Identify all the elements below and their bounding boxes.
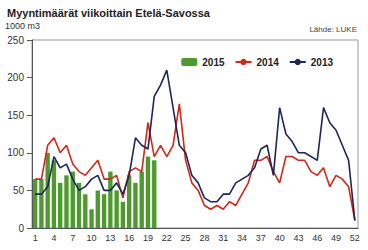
svg-text:1000 m3: 1000 m3 [5,21,40,31]
svg-text:19: 19 [143,233,153,243]
svg-text:0: 0 [18,223,24,234]
svg-text:Lähde: LUKE: Lähde: LUKE [309,25,357,34]
svg-text:43: 43 [293,233,303,243]
svg-text:2014: 2014 [257,57,280,68]
svg-text:50: 50 [13,185,25,196]
svg-text:16: 16 [124,233,134,243]
svg-text:2013: 2013 [311,57,334,68]
svg-text:37: 37 [256,233,266,243]
svg-text:10: 10 [87,233,97,243]
svg-text:22: 22 [162,233,172,243]
svg-text:52: 52 [350,233,360,243]
svg-text:31: 31 [218,233,228,243]
svg-text:40: 40 [275,233,285,243]
svg-text:25: 25 [181,233,191,243]
svg-text:Myyntimäärät viikoittain Etelä: Myyntimäärät viikoittain Etelä-Savossa [7,7,211,19]
svg-text:13: 13 [105,233,115,243]
svg-text:34: 34 [237,233,247,243]
svg-text:7: 7 [70,233,75,243]
svg-text:28: 28 [199,233,209,243]
svg-text:1: 1 [33,233,38,243]
svg-text:200: 200 [7,72,24,83]
svg-text:150: 150 [7,110,24,121]
svg-text:2015: 2015 [202,57,225,68]
svg-text:46: 46 [312,233,322,243]
svg-text:4: 4 [51,233,56,243]
svg-text:250: 250 [7,35,24,46]
svg-text:100: 100 [7,147,24,158]
svg-text:49: 49 [331,233,341,243]
